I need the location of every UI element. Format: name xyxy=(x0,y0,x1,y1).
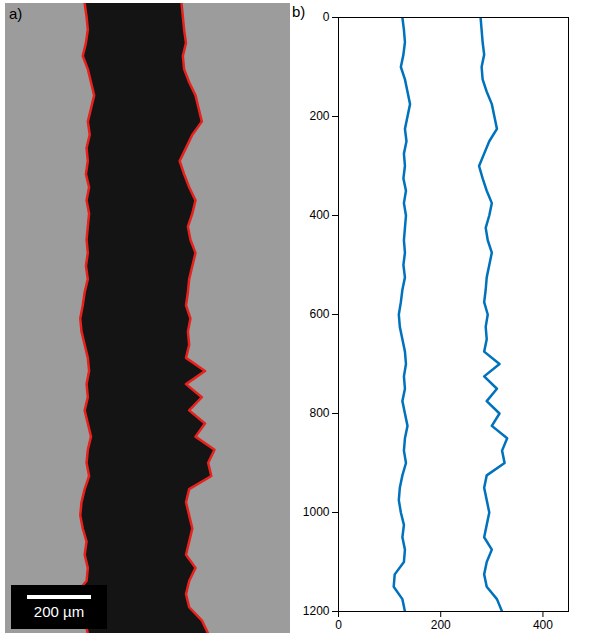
svg-text:1200: 1200 xyxy=(303,604,330,618)
svg-text:400: 400 xyxy=(309,208,329,222)
svg-text:0: 0 xyxy=(335,618,342,632)
svg-text:1000: 1000 xyxy=(303,505,330,519)
html-text:b): b) xyxy=(292,3,306,20)
svg-text:600: 600 xyxy=(309,307,329,321)
svg-text:200: 200 xyxy=(431,618,451,632)
html-text:a): a) xyxy=(9,5,23,22)
svg-text:800: 800 xyxy=(309,406,329,420)
html-text:200 µm: 200 µm xyxy=(33,603,85,620)
svg-text:200: 200 xyxy=(309,109,329,123)
svg-text:400: 400 xyxy=(533,618,553,632)
svg-text:0: 0 xyxy=(323,10,330,24)
